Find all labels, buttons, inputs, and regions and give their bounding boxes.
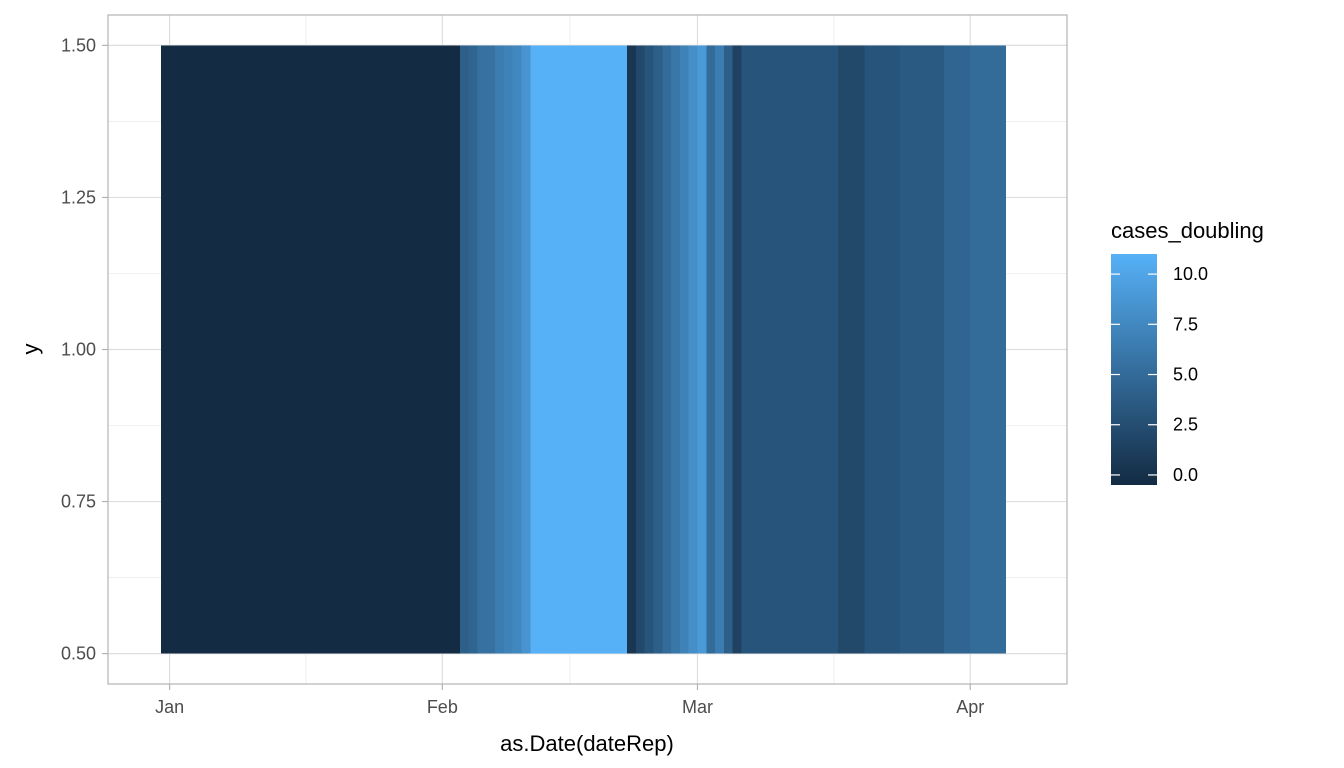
heatmap-tile [662, 45, 672, 654]
heatmap-tile [688, 45, 698, 654]
heatmap-tile [468, 45, 479, 654]
heatmap-tile [671, 45, 681, 654]
heatmap-tile [715, 45, 725, 654]
heatmap-tile [970, 45, 1006, 654]
legend-colorbar [1111, 254, 1157, 485]
heatmap-tile [679, 45, 690, 654]
heatmap-tile [741, 45, 839, 654]
legend-break-label: 0.0 [1173, 465, 1198, 485]
heatmap-tile [706, 45, 716, 654]
legend-break-label: 2.5 [1173, 415, 1198, 435]
heatmap-tile [512, 45, 523, 654]
heatmap-tile [838, 45, 866, 654]
heatmap-tile [864, 45, 901, 654]
x-axis-title: as.Date(dateRep) [500, 731, 674, 756]
y-axis: 0.50 0.75 1.00 1.25 1.50 [61, 35, 108, 664]
x-tick-label: Feb [427, 697, 458, 717]
heatmap-tile [521, 45, 531, 654]
heatmap-tile [644, 45, 654, 654]
heatmap-tile [459, 45, 470, 654]
x-tick-label: Mar [682, 697, 713, 717]
heatmap-tile [899, 45, 945, 654]
heatmap-tile [943, 45, 971, 654]
x-tick-label: Apr [956, 697, 984, 717]
legend: cases_doubling 0.0 2.5 5.0 7.5 10.0 [1111, 218, 1264, 485]
y-tick-label: 0.75 [61, 492, 96, 512]
heatmap-tile [477, 45, 496, 654]
heatmap-tile [732, 45, 742, 654]
y-tick-label: 0.50 [61, 644, 96, 664]
legend-break-label: 5.0 [1173, 365, 1198, 385]
legend-title: cases_doubling [1111, 218, 1264, 243]
y-tick-label: 1.00 [61, 340, 96, 360]
heatmap-tile [635, 45, 646, 654]
heatmap-tile [627, 45, 637, 654]
y-axis-title: y [18, 344, 43, 355]
x-axis: Jan Feb Mar Apr [155, 684, 984, 717]
heatmap-tile [697, 45, 707, 654]
heatmap-tile [653, 45, 663, 654]
heatmap-tiles [160, 45, 1006, 654]
heatmap-tile [495, 45, 505, 654]
legend-break-label: 10.0 [1173, 264, 1208, 284]
legend-break-label: 7.5 [1173, 314, 1198, 334]
x-tick-label: Jan [155, 697, 184, 717]
y-tick-label: 1.50 [61, 35, 96, 55]
legend-breaks: 0.0 2.5 5.0 7.5 10.0 [1111, 264, 1208, 485]
y-tick-label: 1.25 [61, 187, 96, 207]
heatmap-tile [530, 45, 628, 654]
heatmap-tile [503, 45, 514, 654]
heatmap-tile [160, 45, 461, 654]
heatmap-tile [723, 45, 734, 654]
